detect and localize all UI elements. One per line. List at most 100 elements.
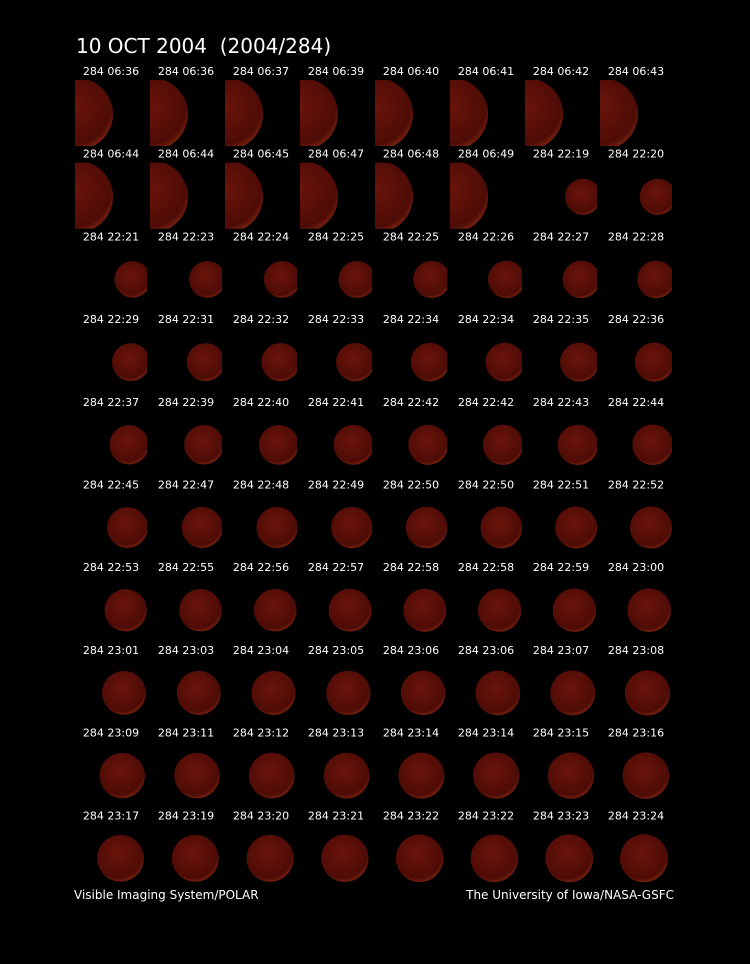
frame-label: 284 22:39 xyxy=(158,396,214,409)
earth-image xyxy=(400,670,446,716)
frame-label: 284 22:37 xyxy=(83,396,139,409)
frame-label: 284 22:42 xyxy=(458,396,514,409)
frame-label: 284 22:42 xyxy=(383,396,439,409)
frame-label: 284 23:23 xyxy=(533,809,589,822)
earth-image xyxy=(176,670,221,715)
frame-label: 284 23:00 xyxy=(608,561,664,574)
earth-image xyxy=(627,588,671,632)
earth-image xyxy=(408,424,447,465)
frame-label: 284 23:01 xyxy=(83,644,139,657)
earth-image xyxy=(300,80,338,146)
frame-label: 284 22:50 xyxy=(383,479,439,492)
earth-image xyxy=(75,80,113,146)
frame-label: 284 22:58 xyxy=(458,561,514,574)
earth-image xyxy=(403,588,447,632)
frame-label: 284 22:44 xyxy=(608,396,664,409)
frame-label: 284 23:09 xyxy=(83,727,139,740)
frame-label: 284 22:24 xyxy=(233,230,289,243)
frame-label: 284 22:23 xyxy=(158,230,214,243)
frame-label: 284 22:36 xyxy=(608,313,664,326)
frame-label: 284 06:37 xyxy=(233,65,289,78)
earth-image xyxy=(179,588,222,632)
footer-right: The University of Iowa/NASA-GSFC xyxy=(465,888,674,902)
frame-label: 284 22:31 xyxy=(158,313,214,326)
earth-image xyxy=(405,506,447,549)
frame-label: 284 22:29 xyxy=(83,313,139,326)
earth-image xyxy=(189,261,222,298)
earth-image xyxy=(261,342,297,382)
earth-image xyxy=(225,80,263,146)
frame-label: 284 22:56 xyxy=(233,561,289,574)
frame-label: 284 22:52 xyxy=(608,479,664,492)
frame-label: 284 22:41 xyxy=(308,396,364,409)
earth-image xyxy=(450,162,488,229)
frame-label: 284 23:11 xyxy=(158,727,214,740)
earth-image xyxy=(323,752,370,799)
earth-image xyxy=(620,834,668,883)
frame-label: 284 06:39 xyxy=(308,65,364,78)
earth-image xyxy=(413,260,447,298)
frame-label: 284 22:59 xyxy=(533,561,589,574)
earth-image xyxy=(624,670,670,716)
frame-label: 284 22:25 xyxy=(308,230,364,243)
earth-image xyxy=(109,425,147,465)
earth-image xyxy=(253,588,297,632)
frame-label: 284 23:06 xyxy=(383,644,439,657)
earth-image xyxy=(550,670,596,716)
earth-image xyxy=(555,506,597,549)
frame-label: 284 06:45 xyxy=(233,148,289,161)
earth-image xyxy=(114,261,147,298)
earth-image xyxy=(171,834,219,882)
frame-label: 284 23:14 xyxy=(383,727,439,740)
earth-image xyxy=(184,425,222,465)
earth-image xyxy=(545,834,594,883)
earth-image xyxy=(629,506,672,549)
earth-image xyxy=(634,342,672,382)
earth-image xyxy=(150,162,188,229)
earth-image xyxy=(338,260,372,298)
frame-label: 284 22:34 xyxy=(383,313,439,326)
frame-label: 284 22:25 xyxy=(383,230,439,243)
frame-label: 284 22:45 xyxy=(83,479,139,492)
frame-label: 284 06:48 xyxy=(383,148,439,161)
earth-image xyxy=(225,162,263,229)
earth-image xyxy=(622,752,669,799)
frame-label: 284 06:49 xyxy=(458,148,514,161)
earth-image xyxy=(248,752,295,799)
title: 10 OCT 2004 (2004/284) xyxy=(76,34,331,58)
frame-label: 284 22:34 xyxy=(458,313,514,326)
frame-label: 284 23:17 xyxy=(83,809,139,822)
frame-label: 284 23:13 xyxy=(308,727,364,740)
frame-label: 284 22:19 xyxy=(533,148,589,161)
earth-image xyxy=(256,506,297,549)
frame-label: 284 23:19 xyxy=(158,809,214,822)
earth-image xyxy=(639,178,672,215)
earth-image xyxy=(525,80,563,146)
earth-image xyxy=(336,342,372,382)
earth-image xyxy=(99,752,145,799)
frame-label: 284 22:40 xyxy=(233,396,289,409)
earth-image xyxy=(450,80,488,146)
earth-image xyxy=(547,752,595,799)
earth-image xyxy=(258,424,297,465)
footer-left: Visible Imaging System/POLAR xyxy=(74,888,259,902)
frame-label: 284 06:43 xyxy=(608,65,664,78)
frame-label: 284 23:14 xyxy=(458,727,514,740)
frame-label: 284 22:55 xyxy=(158,561,214,574)
frame-label: 284 23:21 xyxy=(308,809,364,822)
frame-label: 284 23:22 xyxy=(458,809,514,822)
earth-image xyxy=(326,670,371,716)
frame-label: 284 23:08 xyxy=(608,644,664,657)
frame-label: 284 23:16 xyxy=(608,727,664,740)
earth-image xyxy=(375,80,413,146)
earth-image xyxy=(331,506,372,549)
frame-label: 284 22:48 xyxy=(233,479,289,492)
earth-image xyxy=(410,342,447,382)
frame-label: 284 22:21 xyxy=(83,230,139,243)
earth-image xyxy=(398,752,445,799)
earth-image xyxy=(75,162,113,229)
frame-label: 284 23:03 xyxy=(158,644,214,657)
earth-image xyxy=(97,834,144,882)
